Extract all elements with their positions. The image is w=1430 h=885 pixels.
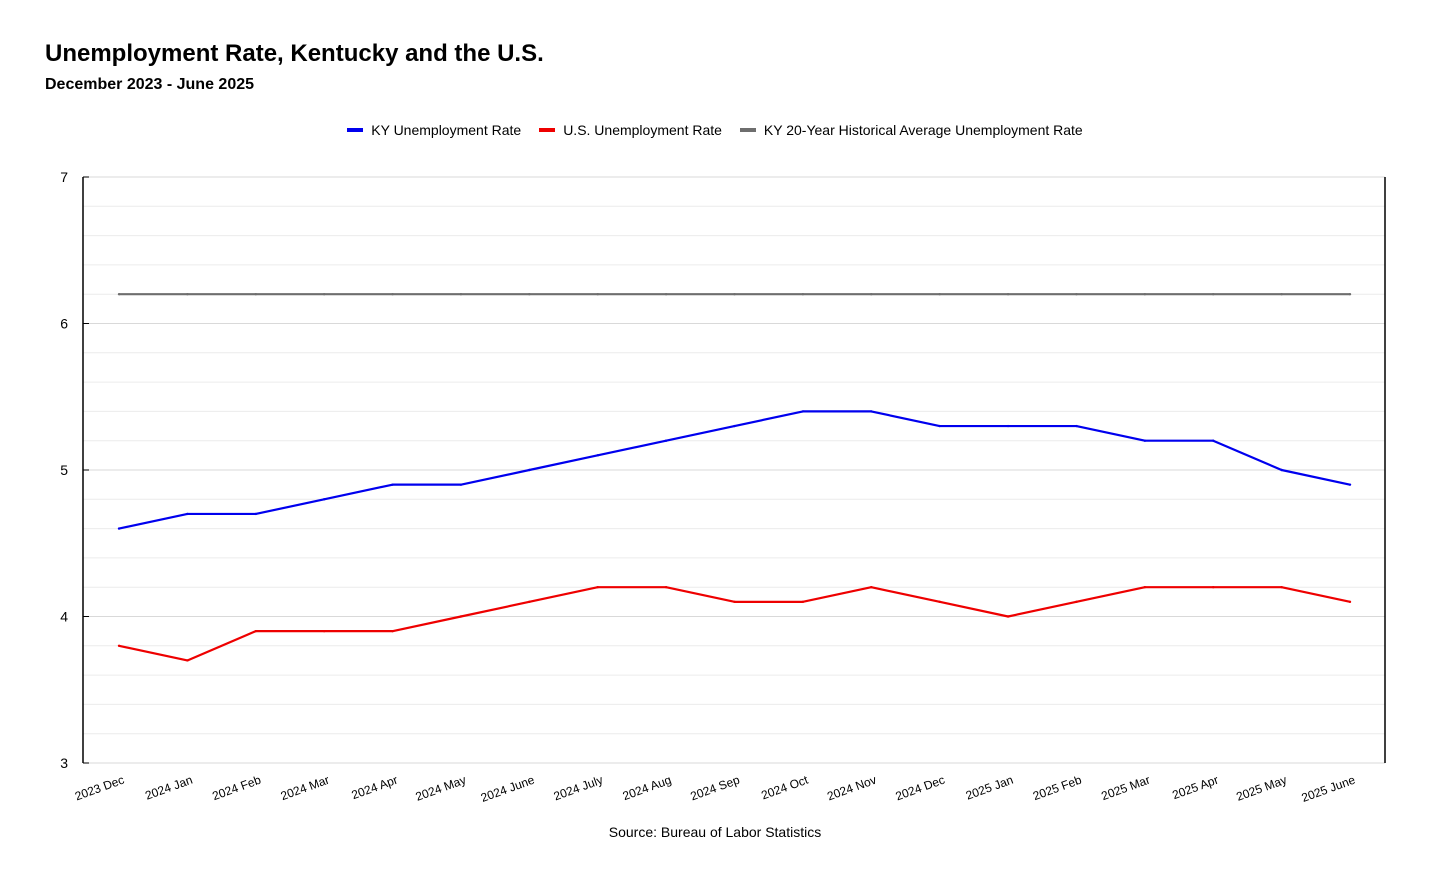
us-series-line	[118, 586, 1351, 662]
legend-item-ky[interactable]: KY Unemployment Rate	[347, 122, 521, 138]
chart-subtitle: December 2023 - June 2025	[45, 76, 255, 93]
y-tick-label: 6	[60, 316, 68, 332]
ky-average-point	[596, 293, 599, 296]
us-series-point	[254, 629, 257, 633]
ky-series-point	[186, 512, 189, 516]
x-tick-label: 2024 June	[479, 773, 537, 805]
y-tick-label: 5	[60, 462, 68, 478]
ky-series-point	[528, 468, 531, 472]
x-tick-label: 2024 Nov	[825, 773, 878, 804]
ky-series-point	[1212, 439, 1215, 442]
ky-average-point	[1348, 293, 1352, 296]
us-series-point	[1075, 600, 1078, 604]
y-tick-label: 3	[60, 755, 68, 771]
ky-series-point	[1280, 468, 1283, 472]
ky-series-point	[1006, 424, 1010, 428]
x-tick-label: 2025 Apr	[1170, 773, 1220, 803]
legend-swatch-ky	[347, 128, 364, 132]
y-tick-label: 7	[60, 169, 68, 185]
x-tick-label: 2024 Aug	[621, 773, 673, 804]
x-tick-label: 2025 Jan	[964, 773, 1015, 803]
x-tick-label: 2024 July	[552, 773, 605, 804]
ky-average-point	[1212, 293, 1215, 296]
x-tick-label: 2024 Sep	[688, 773, 741, 804]
ky-series-point	[391, 483, 394, 486]
us-series-point	[1348, 600, 1352, 604]
ky-series-point	[1348, 483, 1352, 486]
ky-series-point	[322, 498, 326, 501]
legend-item-us[interactable]: U.S. Unemployment Rate	[539, 122, 722, 138]
us-series-point	[117, 644, 121, 647]
us-series-point	[1143, 586, 1147, 589]
ky-series-point	[117, 527, 121, 530]
x-tick-label: 2024 Apr	[350, 773, 400, 803]
chart-title: Unemployment Rate, Kentucky and the U.S.	[45, 40, 544, 67]
ky-series-point	[870, 410, 873, 413]
us-series-point	[733, 600, 736, 604]
x-tick-label: 2025 June	[1300, 773, 1358, 805]
legend-label-avg: KY 20-Year Historical Average Unemployme…	[763, 122, 1083, 138]
ky-average-point	[117, 293, 121, 296]
us-series-point	[1280, 586, 1283, 589]
ky-series-point	[459, 483, 463, 486]
us-series-point	[528, 600, 531, 604]
ky-average-point	[186, 293, 189, 296]
ky-series-point	[664, 439, 668, 442]
x-tick-label: 2025 Feb	[1031, 773, 1084, 804]
ky-series-point	[1143, 439, 1147, 442]
x-tick-label: 2024 Oct	[759, 772, 810, 802]
ky-average-point	[733, 293, 736, 296]
ky-average-point	[664, 293, 668, 296]
chart-legend: KY Unemployment Rate U.S. Unemployment R…	[0, 122, 1430, 138]
us-series-point	[596, 586, 599, 589]
x-tick-label: 2025 Mar	[1099, 773, 1151, 803]
ky-average-point	[1280, 293, 1283, 296]
us-series-point	[870, 586, 873, 589]
ky-average-point	[322, 293, 326, 296]
legend-swatch-avg	[739, 128, 756, 132]
x-tick-label: 2025 May	[1234, 773, 1288, 804]
x-tick-label: 2024 Mar	[279, 773, 331, 803]
x-tick-label: 2024 Dec	[894, 773, 947, 804]
ky-average-point	[870, 293, 873, 296]
us-series-point	[938, 600, 941, 604]
ky-average-point	[1006, 293, 1010, 296]
us-series-point	[664, 586, 668, 589]
ky-series-point	[733, 424, 736, 428]
us-series-point	[459, 615, 463, 618]
y-tick-label: 4	[60, 609, 68, 625]
legend-label-ky: KY Unemployment Rate	[371, 122, 522, 138]
ky-average-point	[528, 293, 531, 296]
us-series-point	[801, 600, 805, 604]
legend-swatch-us	[539, 128, 556, 132]
ky-average-point	[459, 293, 463, 296]
ky-series-point	[938, 424, 941, 428]
us-series-point	[1006, 615, 1010, 618]
us-series-point	[322, 629, 326, 633]
us-series-point	[391, 629, 394, 633]
us-series-point	[1212, 586, 1215, 589]
ky-series-point	[254, 512, 257, 516]
ky-average-point	[1143, 293, 1147, 296]
ky-series-point	[1075, 424, 1078, 428]
ky-average-point	[938, 293, 941, 296]
us-series-point	[186, 659, 189, 662]
ky-average-point	[801, 293, 805, 296]
legend-item-avg[interactable]: KY 20-Year Historical Average Unemployme…	[739, 122, 1083, 138]
x-tick-label: 2023 Dec	[73, 773, 126, 804]
ky-average-point	[254, 293, 257, 296]
x-tick-label: 2024 Jan	[143, 773, 194, 803]
legend-label-us: U.S. Unemployment Rate	[563, 122, 722, 138]
x-tick-label: 2024 Feb	[210, 773, 263, 804]
chart-source: Source: Bureau of Labor Statistics	[608, 824, 822, 840]
ky-average-point	[391, 293, 394, 296]
ky-series-point	[801, 410, 805, 413]
x-tick-label: 2024 May	[414, 773, 468, 804]
ky-series-point	[596, 454, 599, 457]
ky-average-point	[1075, 293, 1078, 296]
